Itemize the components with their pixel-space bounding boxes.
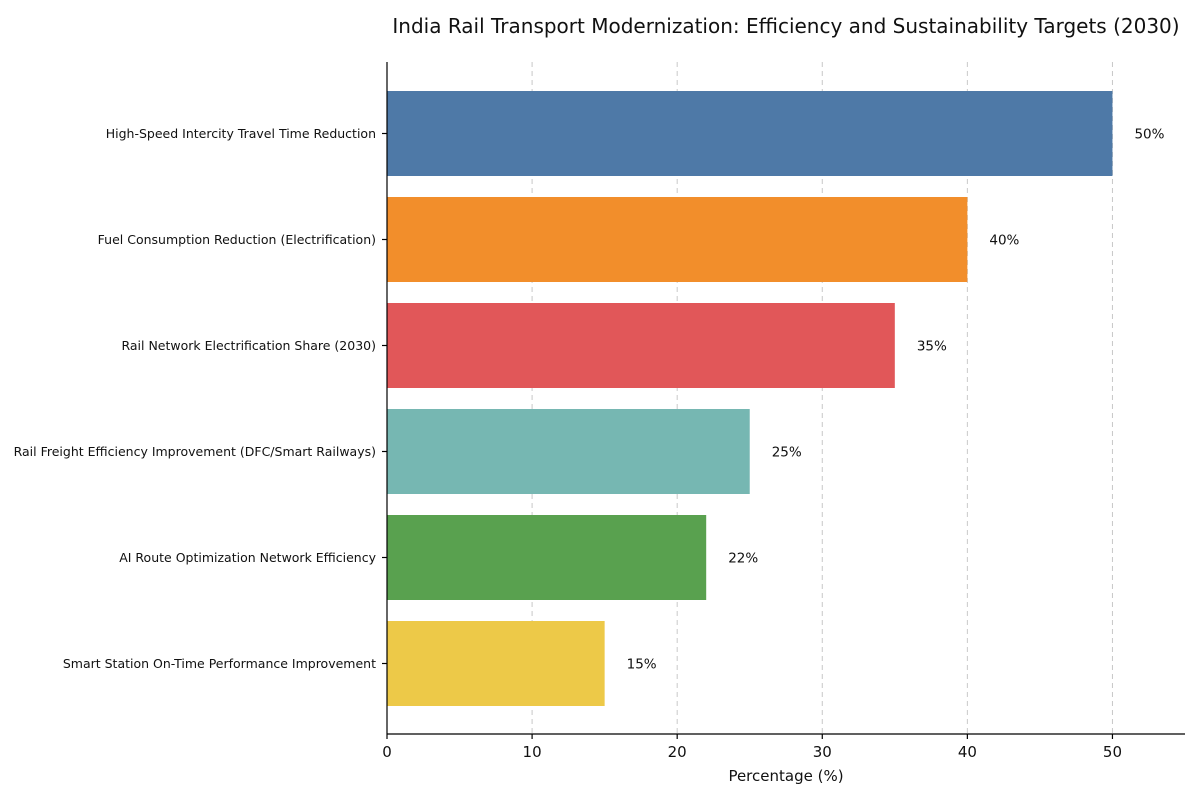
axes: [386, 62, 1185, 735]
x-ticks: 0 10 20 30 40 50: [382, 734, 1122, 761]
bar-value-label: 40%: [989, 233, 1019, 249]
bar-value-label: 22%: [728, 551, 758, 567]
bar: [387, 515, 707, 600]
bar-value-label: 25%: [772, 445, 802, 461]
x-tick-label: 10: [523, 743, 542, 761]
bars: 50% 40% 35% 25% 22% 15%: [387, 91, 1165, 706]
x-tick-label: 0: [382, 743, 392, 761]
x-tick-label: 50: [1103, 743, 1122, 761]
bar: [387, 409, 750, 494]
category-label: AI Route Optimization Network Efficiency: [119, 550, 376, 565]
bar-value-label: 15%: [627, 657, 657, 673]
category-label: High-Speed Intercity Travel Time Reducti…: [106, 126, 376, 141]
x-tick-label: 40: [958, 743, 977, 761]
bar: [387, 91, 1113, 176]
category-label: Rail Freight Efficiency Improvement (DFC…: [14, 444, 376, 459]
x-axis-title: Percentage (%): [728, 767, 843, 785]
chart-title: India Rail Transport Modernization: Effi…: [392, 14, 1179, 38]
bar-value-label: 50%: [1134, 127, 1164, 143]
bar-value-label: 35%: [917, 339, 947, 355]
bar: [387, 197, 968, 282]
x-tick-label: 20: [668, 743, 687, 761]
bar: [387, 303, 895, 388]
x-tick-label: 30: [813, 743, 832, 761]
bar: [387, 621, 605, 706]
category-label: Smart Station On-Time Performance Improv…: [63, 656, 376, 671]
category-labels: High-Speed Intercity Travel Time Reducti…: [14, 126, 387, 671]
category-label: Fuel Consumption Reduction (Electrificat…: [98, 232, 376, 247]
category-label: Rail Network Electrification Share (2030…: [121, 338, 376, 353]
